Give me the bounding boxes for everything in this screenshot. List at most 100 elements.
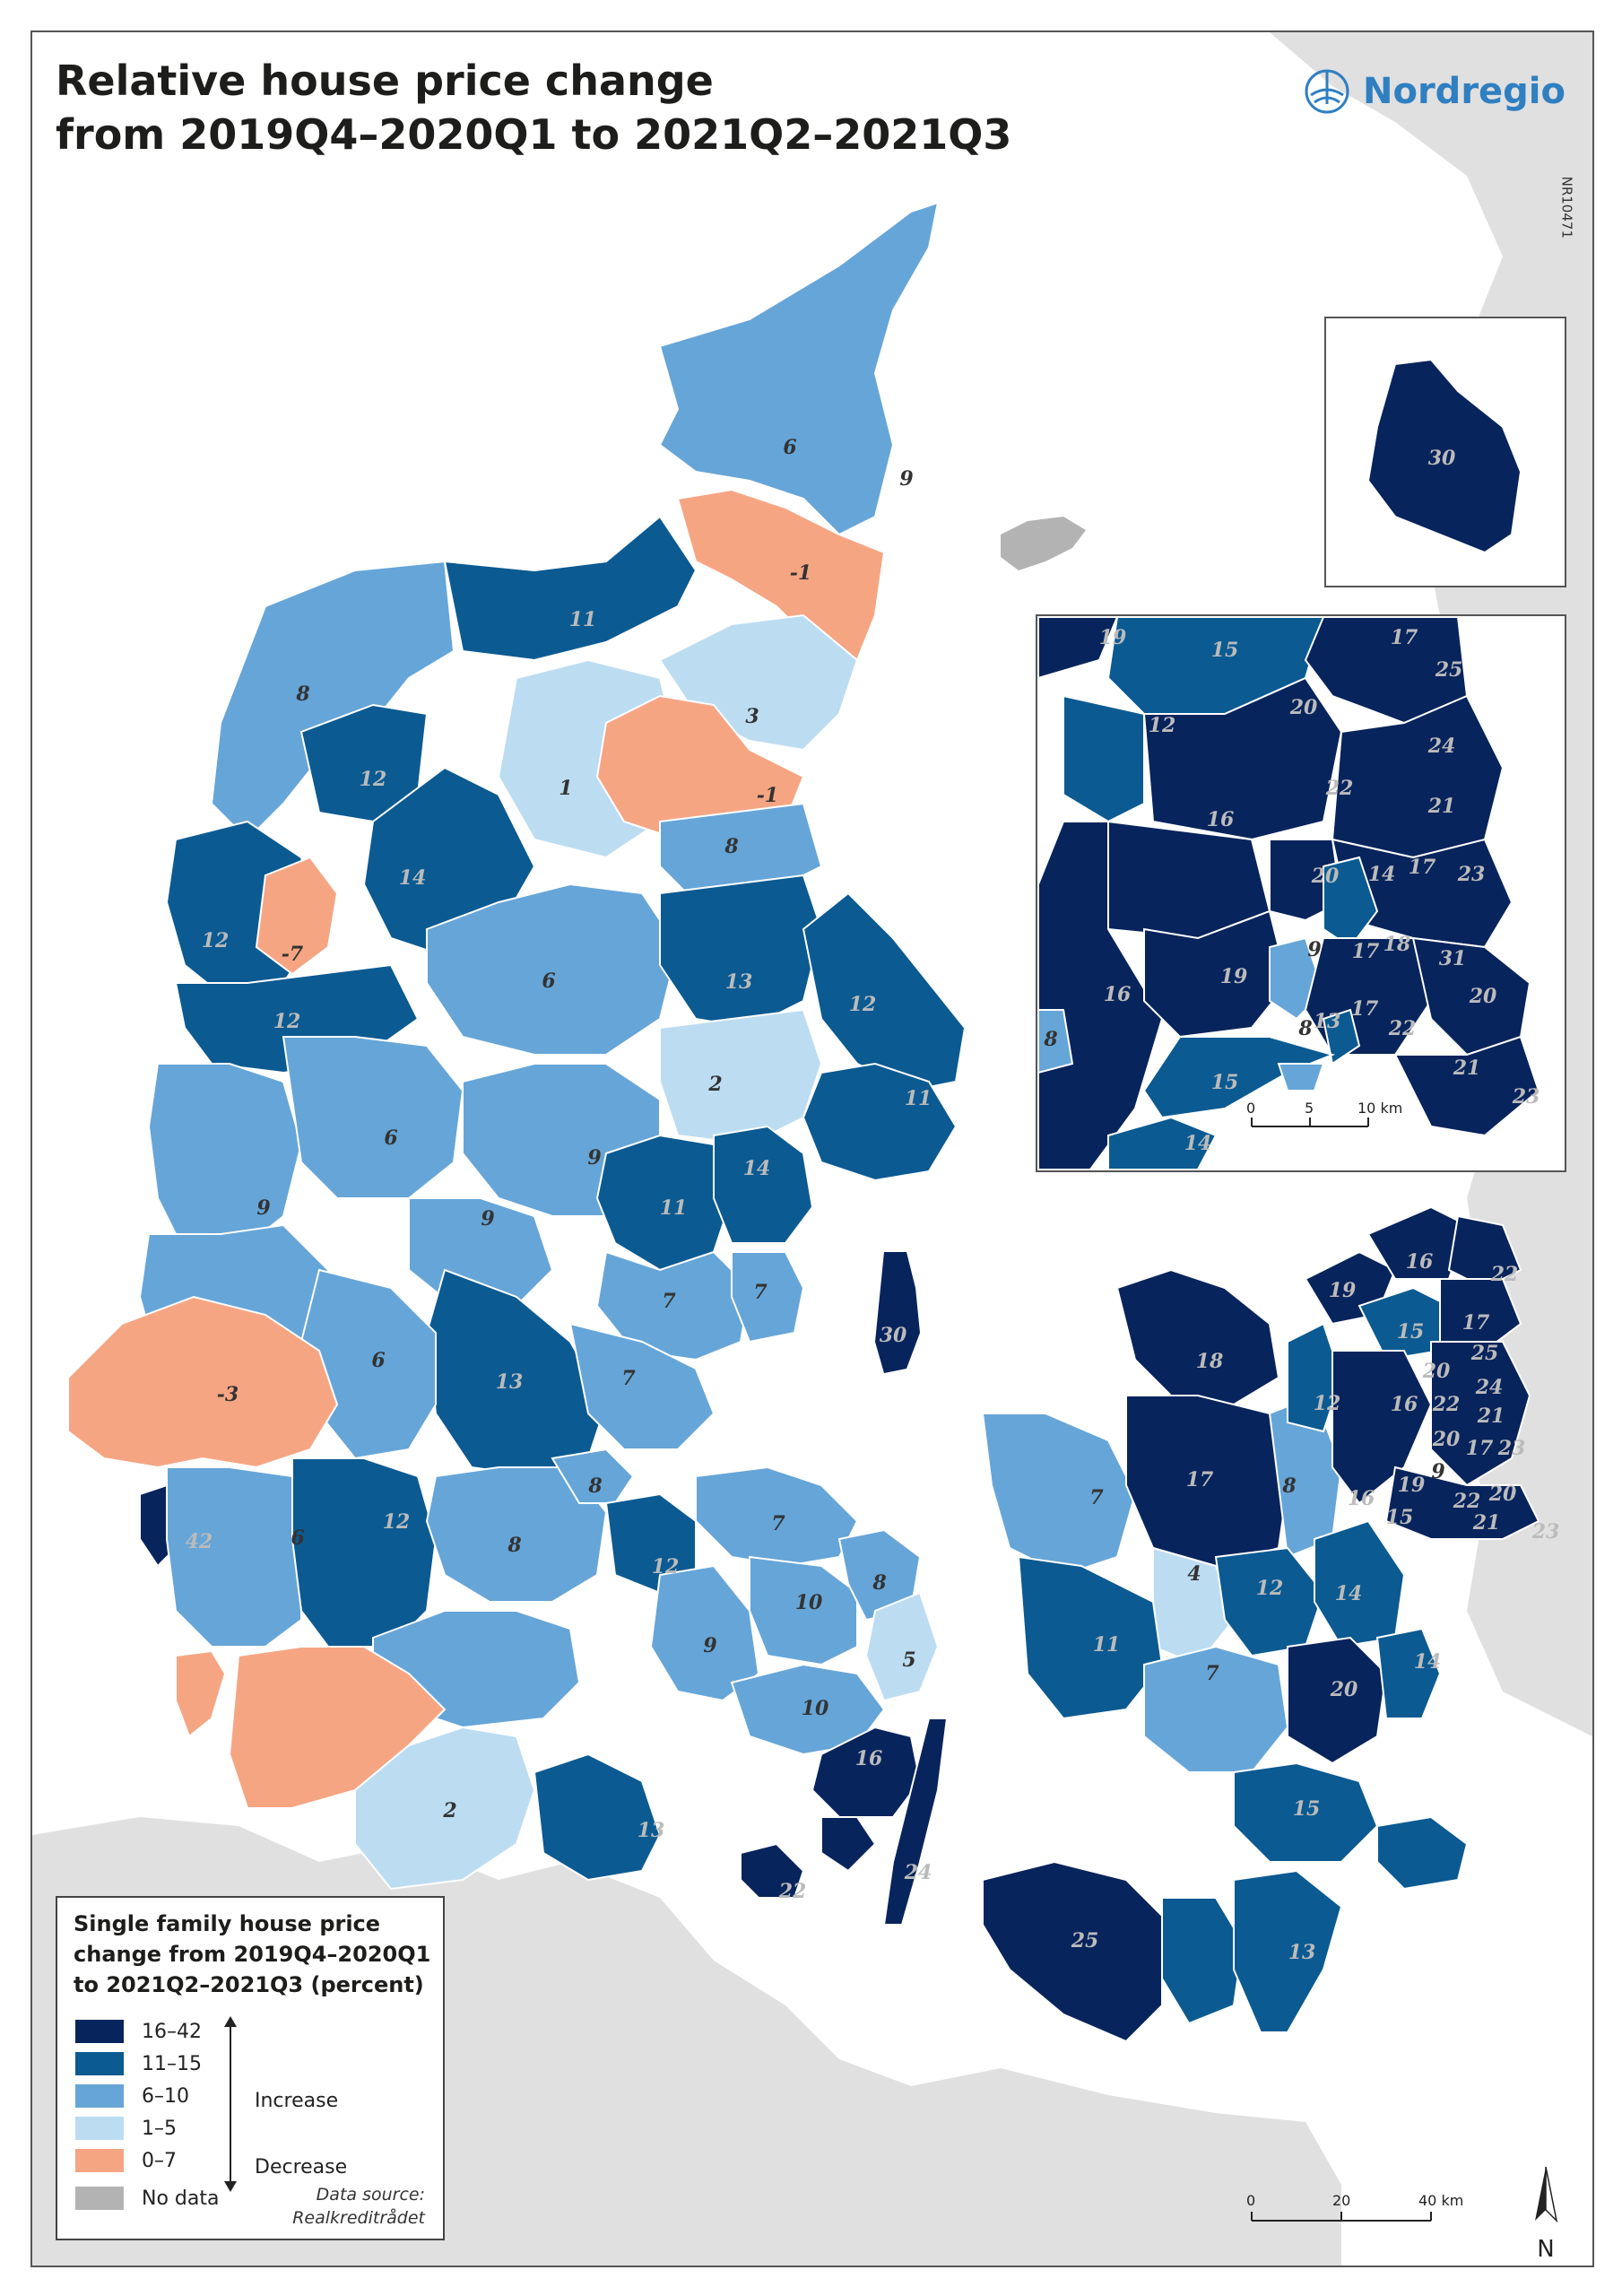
region-guldborgsund-west [1161, 1897, 1245, 2025]
region-naestved-7 [1143, 1645, 1289, 1773]
region-value-label: 9 [899, 467, 913, 491]
inset-region-value-label: 19 [1099, 626, 1127, 649]
region-skagen [658, 201, 940, 536]
inset-region-value-label: 23 [1512, 1085, 1540, 1109]
region-value-label: 16 [1348, 1487, 1375, 1510]
inset-region-value-label: 22 [1388, 1017, 1417, 1040]
region-value-label: 8 [872, 1571, 886, 1595]
region-nyborg-5 [864, 1591, 940, 1702]
region-falster-13 [1233, 1869, 1343, 2033]
region-kalundborg-11 [1017, 1555, 1164, 1720]
inset-copenhagen-map [1037, 616, 1540, 1170]
inset-region-value-label: 24 [1427, 735, 1456, 758]
legend-item: 0–7 [75, 2149, 177, 2172]
legend-label: 11–15 [142, 2052, 202, 2075]
data-source: Data source: Realkreditrådet [292, 2185, 425, 2228]
inset-region-value-label: 15 [1211, 639, 1239, 662]
region-metro-north [1430, 1341, 1531, 1487]
region-value-label: 6 [371, 1349, 385, 1372]
inset-region-value-label: 17 [1391, 626, 1418, 649]
inset-scale-tick-label: 0 [1246, 1100, 1256, 1117]
region-value-label: 6 [783, 436, 796, 459]
region-value-label: 22 [1453, 1490, 1481, 1513]
inset-region-value-label: 19 [1220, 965, 1248, 988]
region-value-label: 8 [587, 1474, 602, 1498]
region-holbaek-17 [1125, 1395, 1289, 1568]
region-value-label: 20 [1432, 1428, 1461, 1451]
region-value-label: 20 [1422, 1360, 1451, 1383]
inset-region-value-label: 20 [1289, 696, 1318, 719]
inset-region-value-label: 23 [1457, 863, 1486, 886]
inset-region-value-label: 31 [1439, 947, 1467, 970]
legend-label: No data [142, 2187, 220, 2210]
brand-name: Nordregio [1363, 71, 1566, 112]
region-metro-south [1384, 1465, 1540, 1540]
region-13-north [659, 874, 823, 1030]
region-value-label: 12 [1256, 1577, 1284, 1600]
legend: Single family house price change from 20… [56, 1896, 445, 2240]
region-value-label: 5 [902, 1648, 915, 1672]
region-value-label: 3 [745, 705, 759, 728]
region-value-label: 13 [725, 970, 753, 994]
region-value-label: 16 [1406, 1250, 1434, 1274]
region-value-label: 13 [496, 1370, 524, 1394]
nordregio-logo: Nordregio [1304, 68, 1566, 115]
region-value-label: 12 [273, 1010, 301, 1033]
inset-region-value-label: 18 [1383, 933, 1411, 956]
region-faaborg-10 [730, 1663, 886, 1756]
region-aero-22 [740, 1842, 805, 1899]
region-value-label: 13 [638, 1819, 665, 1842]
inset-region-value-label: 22 [1325, 777, 1354, 800]
region-value-label: 9 [256, 1196, 270, 1220]
scale-tick-label: 40 km [1418, 2192, 1464, 2209]
inset-region-value-label: 21 [1453, 1057, 1481, 1080]
region-value-label: 9 [481, 1207, 494, 1231]
north-label: N [1537, 2236, 1554, 2263]
legend-label: 16–42 [142, 2020, 202, 2043]
region-value-label: -7 [282, 943, 304, 966]
region-value-label: 24 [904, 1861, 932, 1884]
region-value-label: 20 [1330, 1678, 1358, 1701]
region-stevns-14 [1375, 1627, 1442, 1719]
inset-scale-tick-label: 10 km [1357, 1100, 1403, 1117]
map-reference: NR10471 [1558, 176, 1574, 239]
region-value-label: 30 [880, 1324, 907, 1347]
region-value-label: 1 [559, 777, 572, 800]
region-romo-decrease [175, 1649, 227, 1738]
region-lemvig-decrease [255, 856, 339, 976]
region-mon [1376, 1815, 1469, 1891]
region-taasinge [820, 1816, 877, 1873]
region-value-label: -3 [217, 1383, 239, 1406]
nordregio-logo-icon [1305, 69, 1349, 114]
inset-region-value-label: 15 [1211, 1071, 1239, 1094]
region-value-label: 20 [1488, 1483, 1517, 1506]
region-value-label: 8 [295, 683, 309, 706]
copenhagen-area [1304, 1205, 1540, 1540]
region-nordfyn-7 [695, 1465, 859, 1568]
legend-label: 6–10 [142, 2084, 189, 2108]
region-value-label: 7 [1089, 1486, 1104, 1509]
region-value-label: 13 [1288, 1941, 1316, 1964]
legend-decrease-label: Decrease [255, 2156, 348, 2179]
region-value-label: 23 [1531, 1520, 1560, 1544]
region-value-label: -1 [757, 784, 778, 807]
inset-region-value-label: 8 [1297, 1017, 1312, 1040]
region-value-label: 17 [1186, 1468, 1214, 1492]
region-fredericia-8 [551, 1448, 635, 1504]
region-value-label: -1 [790, 561, 811, 585]
map-title: Relative house price change from 2019Q4–… [56, 57, 1012, 159]
region-kalundborg-7 [981, 1413, 1137, 1577]
region-aabenraa-2 [354, 1726, 536, 1891]
region-value-label: 14 [1335, 1582, 1363, 1605]
region-value-label: 12 [1314, 1392, 1341, 1415]
region-esbjerg-decrease [67, 1295, 339, 1469]
legend-item: 16–42 [75, 2020, 202, 2043]
inset-region-value-label: 17 [1409, 856, 1436, 879]
region-value-label: 18 [1196, 1350, 1224, 1373]
region-herning-6 [282, 1036, 464, 1199]
region-value-label: 15 [1293, 1797, 1321, 1821]
inset-region-value-label: 13 [1314, 1010, 1341, 1033]
region-value-label: 21 [1477, 1405, 1505, 1428]
region-vejen-12 [291, 1457, 438, 1648]
